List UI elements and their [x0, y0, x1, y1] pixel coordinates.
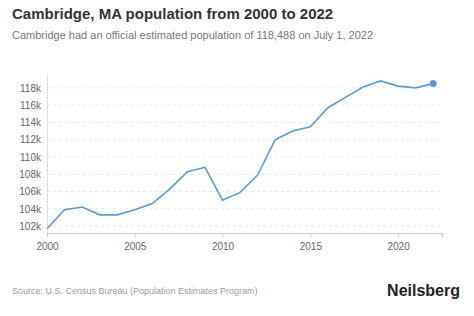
y-tick: 114k — [20, 117, 47, 128]
y-tick: 104k — [19, 204, 47, 215]
x-tick-mark — [223, 233, 224, 237]
grid-line — [47, 208, 442, 209]
x-tick-mark — [135, 233, 136, 237]
y-tick: 112k — [20, 134, 47, 145]
plot-area — [47, 80, 437, 229]
title: Cambridge, MA population from 2000 to 20… — [12, 5, 333, 22]
x-tick: 2020 — [387, 233, 410, 252]
y-tick-label: 116k — [20, 100, 42, 111]
grid-line — [47, 191, 442, 192]
y-tick: 110k — [20, 152, 47, 163]
y-axis: 102k 104k 106k 108k 110k 112k 114k 116k 118k — [19, 75, 47, 234]
y-tick: 106k — [19, 186, 47, 197]
x-tick-mark — [310, 233, 311, 237]
x-tick: 2005 — [124, 233, 147, 252]
x-tick-label: 2020 — [387, 241, 410, 252]
x-tick-label: 2010 — [212, 241, 235, 252]
end-point — [430, 80, 437, 87]
y-tick-label: 104k — [19, 204, 42, 215]
y-tick: 102k — [19, 221, 47, 232]
grid-line — [47, 226, 442, 227]
x-tick-mark — [398, 233, 399, 237]
x-tick: 2010 — [212, 233, 235, 252]
chart: Cambridge, MA population from 2000 to 20… — [0, 0, 474, 316]
grid — [47, 88, 442, 226]
series-line — [47, 81, 433, 229]
grid-line — [47, 87, 442, 88]
y-tick-label: 118k — [20, 83, 42, 94]
x-axis: 2000 2005 2010 2015 2020 — [36, 233, 442, 252]
y-tick-label: 106k — [19, 186, 42, 197]
grid-line — [47, 174, 442, 175]
y-tick-label: 112k — [20, 134, 42, 145]
y-tick-label: 114k — [20, 117, 42, 128]
grid-line — [47, 105, 442, 106]
x-tick: 2015 — [300, 233, 323, 252]
y-tick-label: 108k — [19, 169, 42, 180]
y-tick-label: 102k — [19, 221, 42, 232]
brand: Neilsberg — [387, 282, 460, 299]
y-axis-line — [47, 75, 48, 234]
y-tick: 118k — [20, 83, 47, 94]
subtitle: Cambridge had an official estimated popu… — [12, 29, 373, 41]
grid-line — [47, 156, 442, 157]
x-tick-mark — [47, 233, 48, 237]
x-axis-line — [48, 234, 443, 238]
grid-line — [47, 139, 442, 140]
y-tick: 108k — [19, 169, 47, 180]
x-tick-label: 2015 — [300, 241, 323, 252]
grid-line — [47, 122, 442, 123]
x-tick-label: 2000 — [36, 241, 59, 252]
y-tick: 116k — [20, 100, 47, 111]
y-tick-label: 110k — [20, 152, 42, 163]
x-tick: 2000 — [36, 233, 59, 252]
source: Source: U.S. Census Bureau (Population E… — [12, 286, 258, 296]
x-tick-label: 2005 — [124, 241, 147, 252]
